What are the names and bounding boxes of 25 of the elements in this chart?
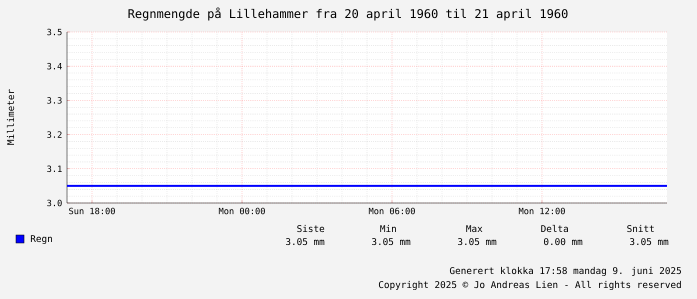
text: Copyright 2025 © Jo Andreas Lien - All rights reserved: [378, 280, 681, 290]
y-tick-label: 3.4: [47, 62, 62, 70]
x-tick-label: Sun 18:00: [69, 208, 115, 214]
y-tick-label: 3.1: [47, 166, 62, 172]
text: Delta: [541, 224, 568, 232]
text: Max: [466, 225, 482, 232]
text: 3.05 mm: [458, 238, 496, 246]
text: Generert klokka 17:58 mandag 9. juni 2025: [450, 266, 681, 276]
x-tick-label: Mon 00:00: [218, 208, 265, 214]
text: Siste: [297, 224, 324, 232]
text: 3.05 mm: [286, 238, 324, 246]
text: 3.05 mm: [630, 238, 668, 246]
text: Min: [380, 224, 396, 232]
y-tick-label: 3.2: [47, 131, 62, 138]
legend-label: Regn: [30, 235, 52, 244]
y-tick-label: 3.0: [47, 200, 62, 206]
text: 0.00 mm: [544, 238, 582, 246]
chart-title: Regnmengde på Lillehammer fra 20 april 1960 til 21 april 1960: [128, 7, 568, 21]
x-tick-label: Mon 06:00: [368, 208, 415, 214]
x-tick-label: Mon 12:00: [518, 208, 565, 214]
y-axis-title: Millimeter: [6, 89, 14, 145]
y-tick-label: 3.5: [47, 28, 62, 36]
y-tick-label: 3.3: [47, 97, 62, 104]
text: Snitt: [627, 224, 654, 232]
text: 3.05 mm: [372, 238, 410, 246]
